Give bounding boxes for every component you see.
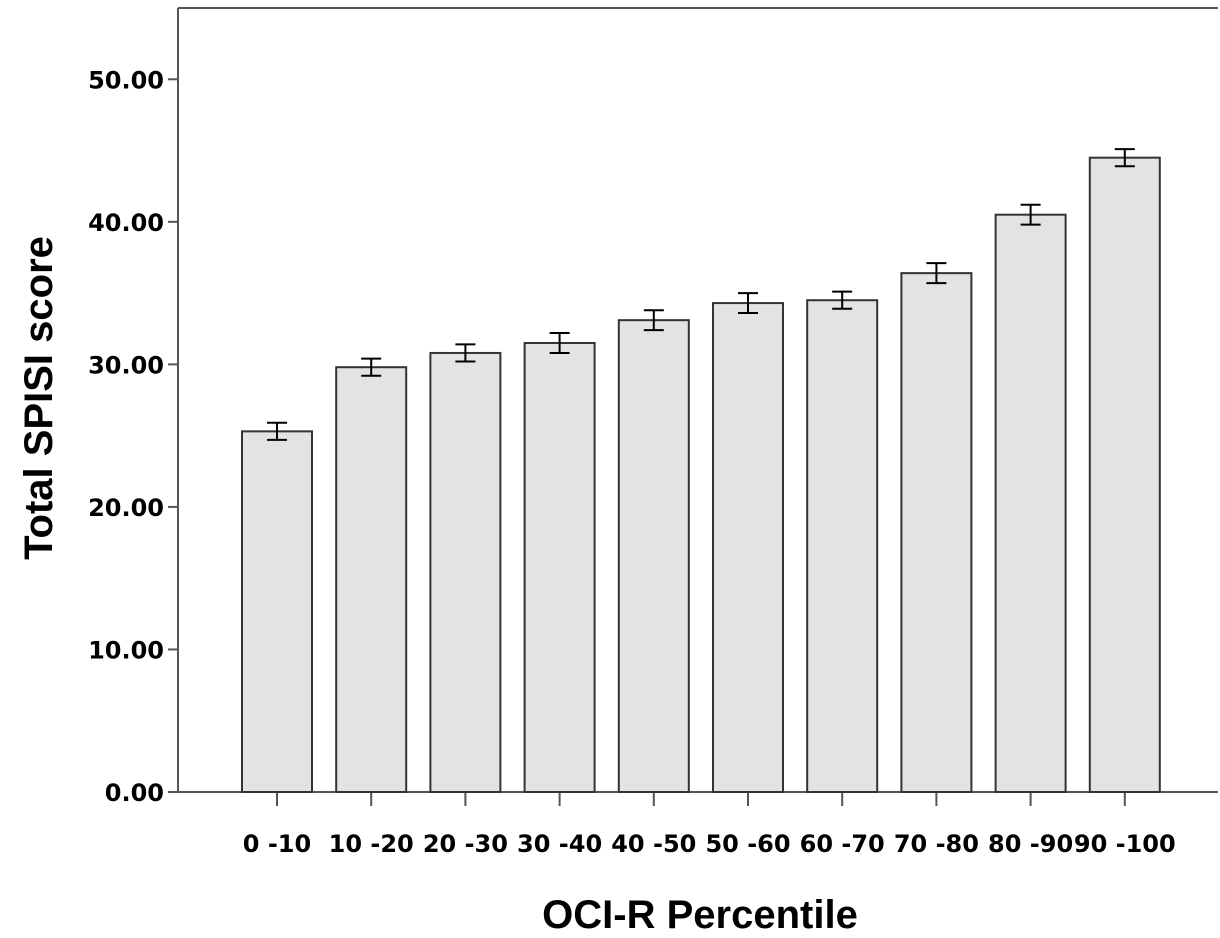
y-axis: 0.00 10.00 20.00 30.00 40.00 50.00 bbox=[88, 66, 178, 807]
y-tick-label: 20.00 bbox=[88, 494, 164, 522]
x-tick-label: 10 -20 bbox=[329, 830, 414, 858]
x-tick-label: 0 -10 bbox=[243, 830, 311, 858]
x-tick-label: 50 -60 bbox=[705, 830, 790, 858]
y-tick-label: 10.00 bbox=[88, 636, 164, 664]
x-tick-label: 30 -40 bbox=[517, 830, 602, 858]
x-tick-label: 70 -80 bbox=[894, 830, 979, 858]
bar bbox=[429, 351, 502, 793]
bar bbox=[335, 366, 408, 793]
bar bbox=[806, 299, 879, 793]
bar bbox=[994, 213, 1067, 793]
y-tick-label: 30.00 bbox=[88, 351, 164, 379]
bar bbox=[523, 341, 596, 793]
x-tick-label: 80 -90 bbox=[988, 830, 1073, 858]
y-tick-label: 50.00 bbox=[88, 66, 164, 94]
bar bbox=[712, 302, 784, 793]
bar bbox=[241, 430, 313, 793]
bar bbox=[1088, 156, 1161, 793]
x-tick-label: 20 -30 bbox=[423, 830, 508, 858]
x-tick-label: 60 -70 bbox=[800, 830, 885, 858]
bar bbox=[617, 319, 690, 793]
x-tick-label: 40 -50 bbox=[611, 830, 696, 858]
x-tick-label: 90 -100 bbox=[1074, 830, 1176, 858]
y-axis-title: Total SPISI score bbox=[17, 236, 61, 560]
x-axis-title: OCI-R Percentile bbox=[542, 893, 858, 937]
bars bbox=[241, 156, 1161, 794]
error-bars bbox=[267, 148, 1135, 441]
y-tick-label: 0.00 bbox=[105, 779, 164, 807]
x-axis: 0 -10 10 -20 20 -30 30 -40 40 -50 50 -60 60 -7… bbox=[243, 792, 1176, 858]
y-tick-label: 40.00 bbox=[88, 209, 164, 237]
bar bbox=[900, 272, 973, 794]
